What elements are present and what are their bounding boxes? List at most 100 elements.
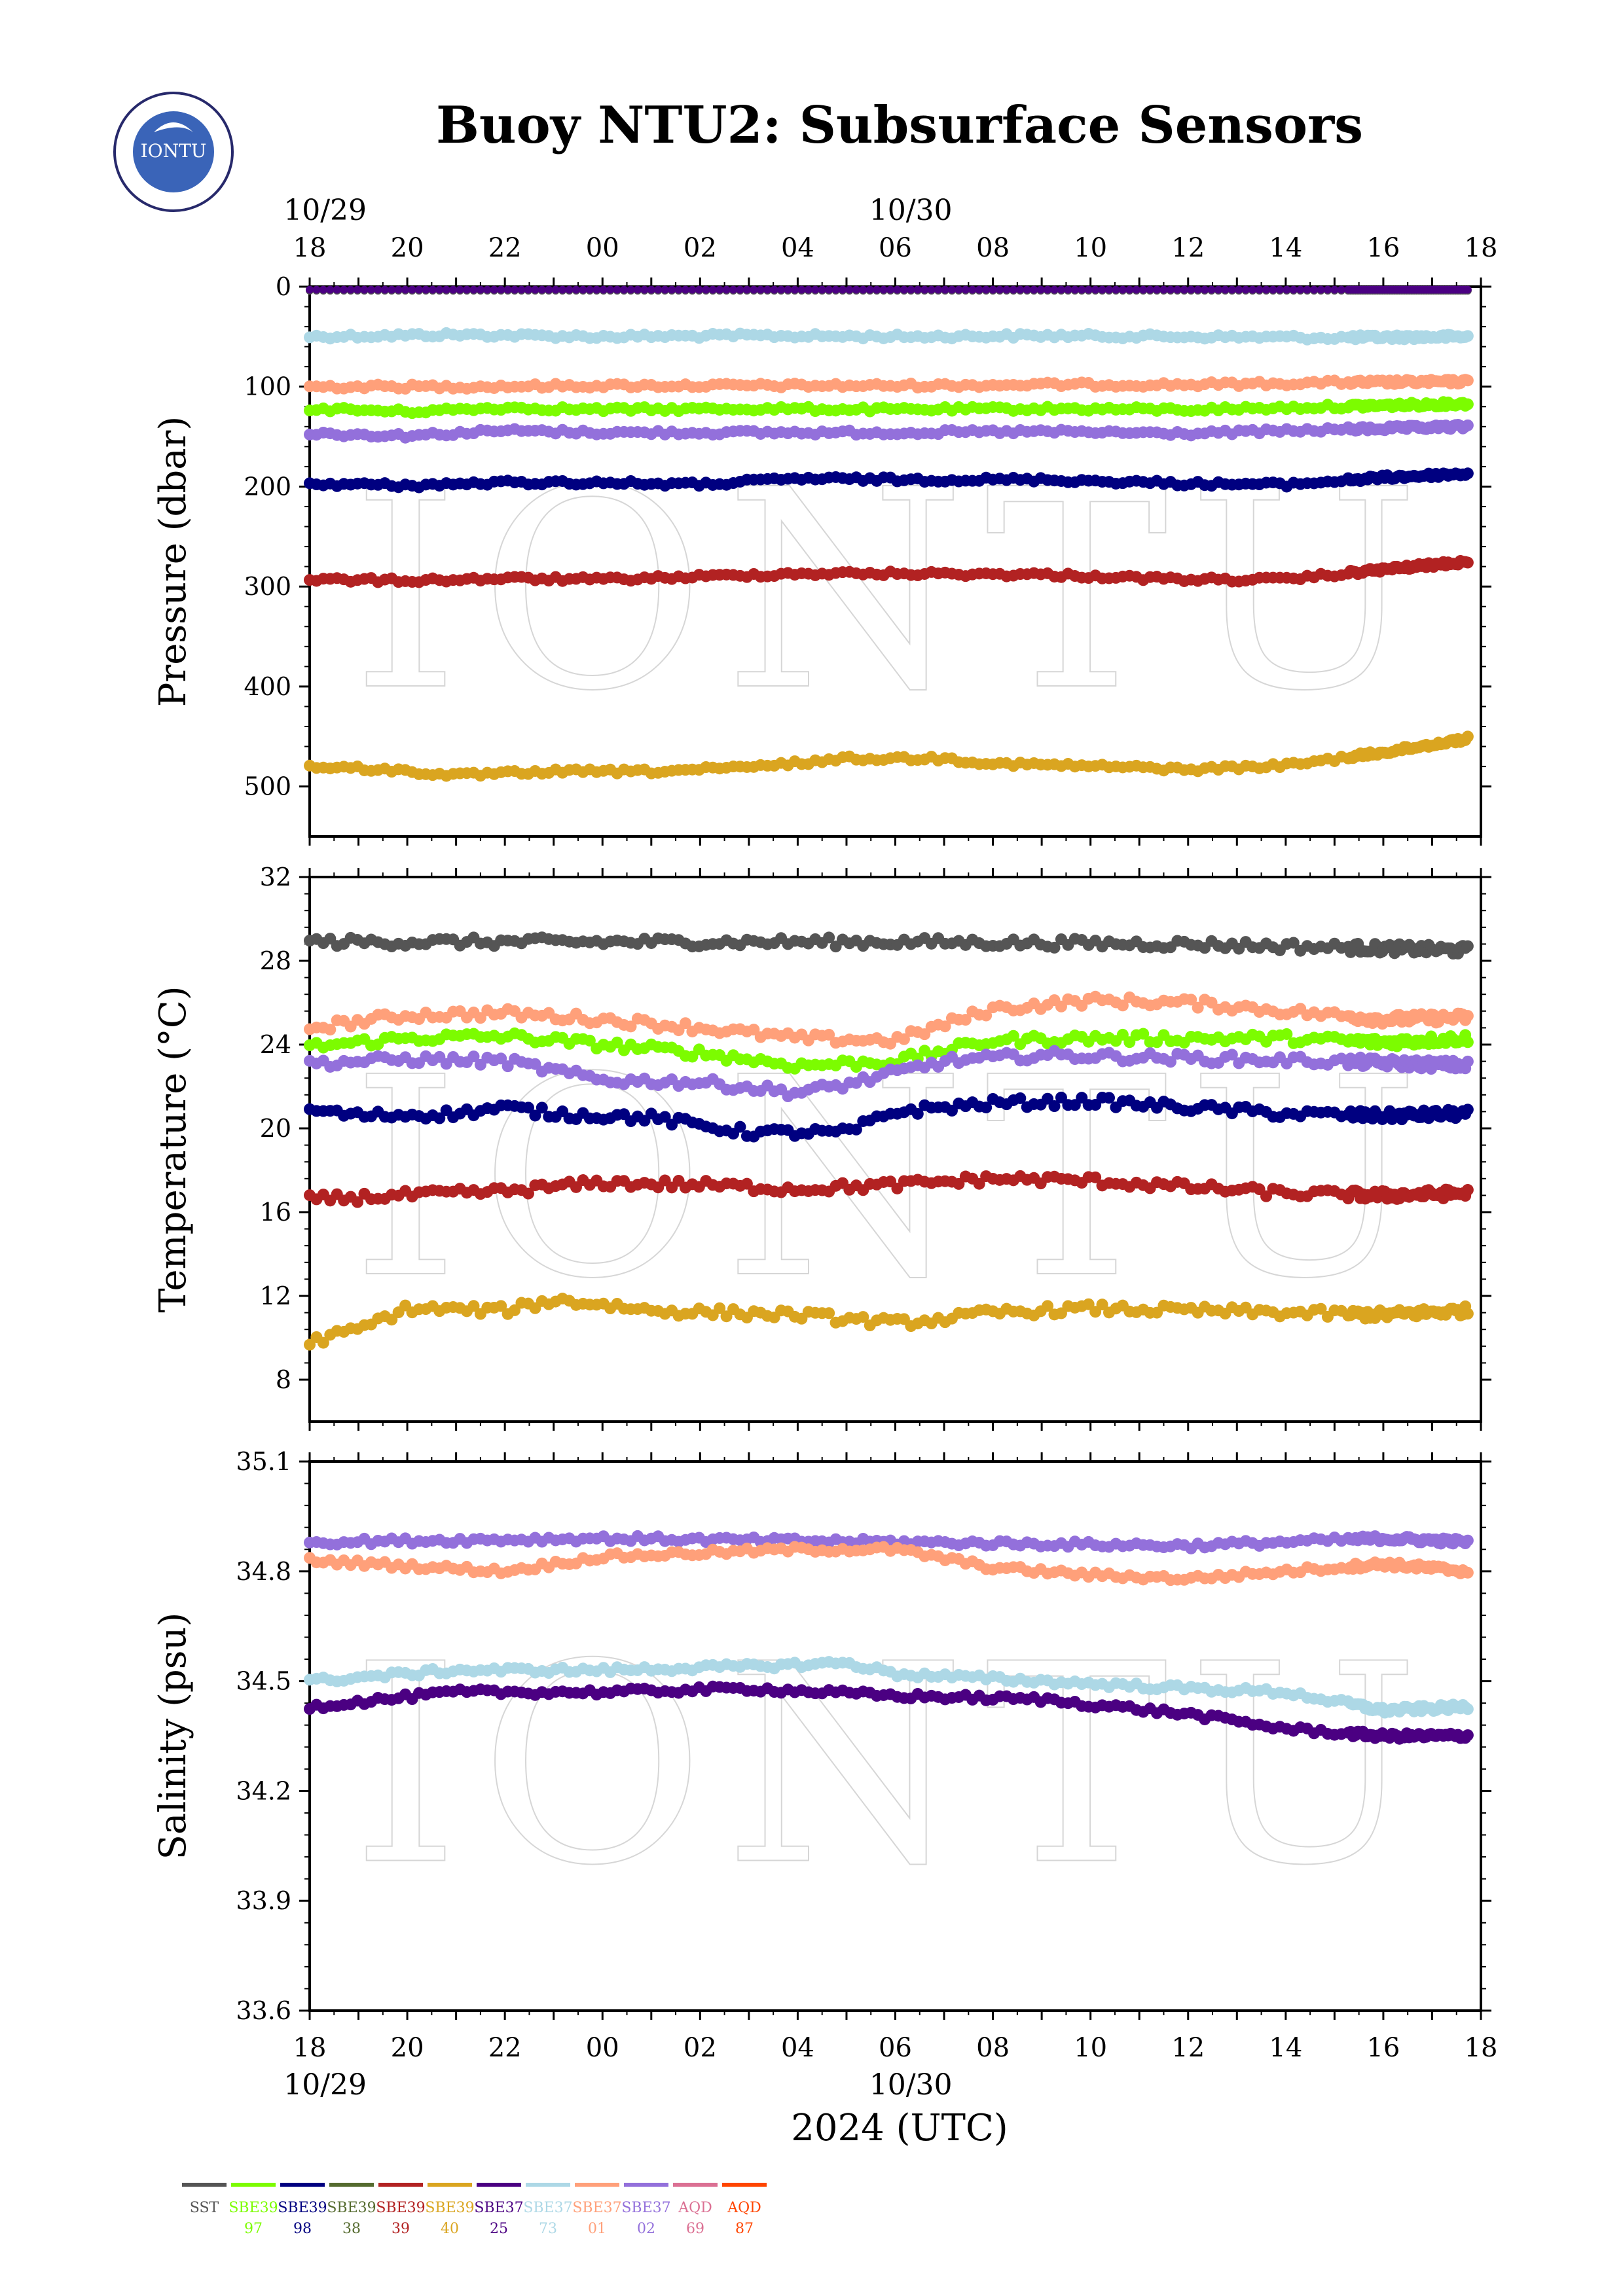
data-point: [1201, 285, 1209, 294]
data-point: [599, 285, 608, 294]
top-hour-label: 20: [391, 233, 424, 263]
data-point: [852, 285, 860, 294]
data-point: [340, 285, 348, 294]
top-hour-label: 02: [684, 233, 717, 263]
data-point: [961, 285, 970, 294]
bottom-hour-label: 12: [1171, 2033, 1205, 2063]
series-SBE37_25: [306, 285, 1472, 294]
y-tick-label: 34.8: [236, 1557, 291, 1586]
data-point: [1269, 285, 1277, 294]
data-point: [804, 285, 812, 294]
data-point: [823, 931, 835, 944]
data-point: [831, 285, 840, 294]
x-axis-label: 2024 (UTC): [791, 2107, 1008, 2149]
data-point: [374, 285, 382, 294]
legend-name: SBE37: [572, 2200, 621, 2216]
logo-inner-disc: [133, 111, 214, 192]
data-point: [1180, 285, 1188, 294]
data-point: [326, 285, 335, 294]
series-SBE37_02: [304, 1045, 1474, 1103]
top-hour-label: 18: [293, 233, 327, 263]
series-SBE39_97: [304, 1027, 1474, 1075]
page-title: Buoy NTU2: Subsurface Sensors: [436, 96, 1363, 155]
legend-item: SBE37 02: [621, 2183, 671, 2237]
top-date-label: 10/29: [283, 194, 367, 227]
data-point: [1461, 1729, 1474, 1742]
data-point: [583, 1034, 596, 1047]
legend-id: 87: [735, 2221, 754, 2237]
data-point: [633, 285, 642, 294]
data-point: [1146, 285, 1154, 294]
legend-name: SBE37: [621, 2200, 670, 2216]
legend-item: AQD 87: [722, 2183, 767, 2237]
data-point: [982, 285, 991, 294]
data-point: [1461, 1308, 1474, 1320]
data-point: [611, 1036, 623, 1049]
data-point: [777, 285, 786, 294]
data-point: [898, 1033, 910, 1045]
logo-text: IONTU: [141, 140, 207, 162]
data-point: [947, 285, 956, 294]
top-hour-label: 08: [976, 233, 1010, 263]
data-point: [708, 285, 717, 294]
data-point: [919, 1028, 931, 1041]
data-point: [1044, 285, 1052, 294]
data-point: [551, 285, 560, 294]
data-point: [959, 1014, 972, 1026]
data-point: [1185, 994, 1197, 1006]
data-point: [495, 1052, 507, 1065]
data-point: [1091, 285, 1100, 294]
top-hour-label: 10: [1074, 233, 1107, 263]
iontu-logo: IONTU: [113, 92, 234, 212]
data-point: [1283, 285, 1291, 294]
data-point: [360, 285, 369, 294]
legend-name: AQD: [727, 2200, 761, 2216]
data-point: [1296, 285, 1305, 294]
data-point: [1173, 285, 1182, 294]
data-point: [934, 285, 943, 294]
data-point: [886, 285, 895, 294]
data-point: [1310, 285, 1319, 294]
series-SBE39_97: [304, 396, 1474, 420]
data-point: [435, 285, 444, 294]
bottom-hour-label: 06: [879, 2033, 912, 2063]
y-tick-label: 32: [260, 863, 291, 891]
data-point: [1125, 285, 1134, 294]
series-SBE39_39: [304, 555, 1474, 588]
legend-name: SBE39: [278, 2200, 327, 2216]
data-point: [647, 285, 655, 294]
data-point: [736, 285, 744, 294]
data-point: [524, 285, 532, 294]
bottom-hour-label: 20: [391, 2033, 424, 2063]
data-point: [306, 285, 314, 294]
data-point: [1461, 1534, 1474, 1547]
data-point: [742, 285, 751, 294]
data-point: [483, 285, 492, 294]
legend-id: 98: [293, 2221, 312, 2237]
legend-item: SBE39 38: [327, 2183, 376, 2237]
top-hour-label: 00: [586, 233, 619, 263]
series-SBE39_98: [304, 467, 1474, 493]
plot-frame: [308, 285, 1482, 838]
data-point: [501, 1060, 514, 1073]
y-tick-label: 24: [260, 1030, 291, 1059]
data-point: [517, 285, 526, 294]
data-point: [545, 285, 553, 294]
bottom-hour-label: 18: [293, 2033, 327, 2063]
data-point: [1016, 285, 1025, 294]
data-point: [531, 285, 539, 294]
bottom-date-label: 10/29: [283, 2068, 367, 2102]
y-axis-label: Temperature (°C): [152, 986, 194, 1312]
y-tick-label: 28: [260, 946, 291, 975]
data-point: [380, 285, 389, 294]
data-point: [529, 1058, 541, 1070]
data-point: [1116, 1028, 1129, 1041]
data-point: [1461, 467, 1474, 480]
series-SBE39_98: [304, 1091, 1474, 1143]
bottom-date-label: 10/30: [869, 2068, 953, 2102]
y-tick-label: 34.5: [236, 1667, 291, 1696]
data-point: [996, 285, 1004, 294]
data-point: [1153, 285, 1161, 294]
data-point: [1461, 1036, 1474, 1049]
y-tick-label: 0: [276, 272, 291, 301]
